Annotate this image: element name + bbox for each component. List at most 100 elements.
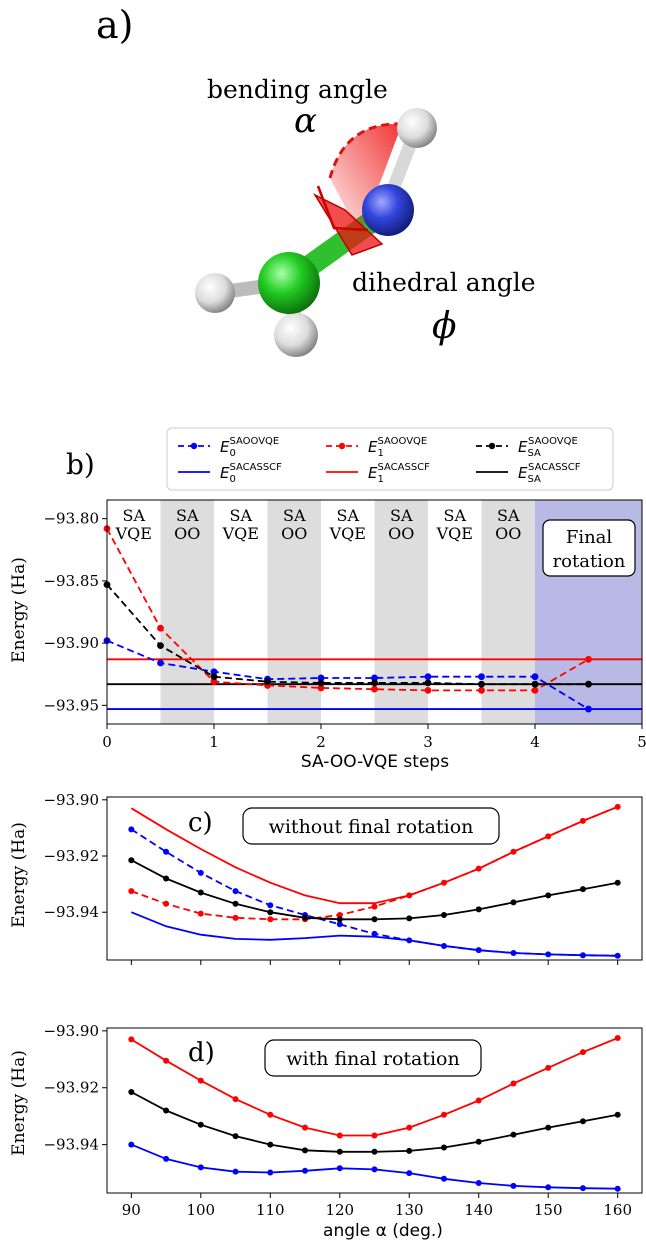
data-point	[579, 1118, 586, 1125]
data-point	[302, 914, 309, 921]
data-point	[614, 1185, 621, 1192]
data-point	[197, 1077, 204, 1084]
data-point	[579, 1185, 586, 1192]
data-point	[232, 914, 239, 921]
x-axis-label: angle α (deg.)	[323, 1221, 443, 1241]
axes	[102, 499, 643, 729]
x-axis-label: SA-OO-VQE steps	[301, 752, 449, 772]
panel-a-label: a)	[96, 3, 133, 47]
annotation-text: without final rotation	[269, 816, 474, 838]
x-tick-label: 130	[395, 1201, 424, 1219]
band-label: OO	[388, 524, 414, 543]
chart-legend: E0SAOOVQE E1SAOOVQE ESASAOOVQE E0SACASSCF E1…	[166, 427, 614, 491]
legend-label: ESASACASSCF	[518, 462, 581, 485]
band-label: SA	[497, 506, 520, 525]
x-tick-label: 4	[530, 733, 540, 751]
data-point	[128, 888, 135, 895]
data-point	[267, 916, 274, 923]
dihedral-angle-arc	[316, 185, 369, 232]
data-point	[210, 673, 218, 681]
legend-label: E1SACASSCF	[368, 462, 430, 485]
series-line	[130, 911, 618, 957]
data-point	[336, 1165, 343, 1172]
data-point	[317, 674, 325, 682]
data-point	[475, 1097, 482, 1104]
oo-step-band	[160, 500, 214, 724]
y-tick-label: −93.90	[43, 1022, 99, 1040]
legend-label: E1SAOOVQE	[368, 436, 427, 459]
x-tick-label: 120	[325, 1201, 354, 1219]
annotation-box	[242, 807, 500, 845]
band-label: VQE	[115, 524, 152, 543]
panel-c-label: c)	[188, 808, 213, 838]
data-point	[157, 659, 164, 667]
data-point	[585, 680, 592, 688]
band-label: OO	[174, 524, 200, 543]
data-point	[406, 1170, 413, 1177]
data-point	[406, 915, 413, 922]
data-point	[406, 1124, 413, 1131]
series-line	[106, 528, 589, 692]
data-point	[531, 673, 539, 681]
data-point	[478, 680, 485, 688]
band-label: OO	[281, 524, 307, 543]
legend-label: ESASAOOVQE	[518, 436, 578, 459]
data-point	[371, 685, 378, 693]
x-tick-label: 3	[423, 733, 433, 751]
panel-b-label: b)	[66, 448, 95, 481]
with-rotation-chart: −93.90 −93.92 −93.94 90 100 110 120 130 140 150 16…	[9, 1022, 643, 1241]
final-rotation-label: rotation	[553, 551, 626, 572]
hydrogen-atom	[195, 273, 235, 313]
carbon-atom	[258, 252, 320, 314]
band-label: SA	[443, 506, 466, 525]
data-point	[128, 1089, 135, 1096]
data-point	[585, 705, 592, 713]
data-point	[336, 912, 343, 919]
data-point	[614, 1034, 621, 1041]
data-point	[531, 687, 539, 694]
data-point	[579, 886, 586, 893]
annotation-box	[264, 1039, 482, 1077]
data-point	[232, 1096, 239, 1103]
y-axis-label: Energy (Ha)	[9, 1050, 29, 1156]
data-point	[336, 916, 343, 923]
data-point	[317, 679, 325, 687]
x-tick-label: 0	[102, 733, 112, 751]
series-line	[130, 859, 618, 921]
data-point	[371, 903, 378, 910]
axes	[102, 1027, 643, 1198]
data-point	[128, 857, 135, 864]
x-tick-label: 90	[122, 1201, 141, 1219]
data-point	[267, 902, 274, 909]
data-point	[545, 1064, 552, 1071]
data-point	[128, 1141, 135, 1148]
hydrogen-atom	[397, 108, 437, 148]
data-point	[232, 900, 239, 907]
data-point	[157, 624, 164, 632]
x-tick-label: 110	[256, 1201, 285, 1219]
y-tick-label: −93.90	[43, 791, 99, 809]
tick-labels: −93.80 −93.85 −93.90 −93.95 0 1 2 3 4 5	[43, 510, 646, 751]
x-tick-label: 140	[464, 1201, 493, 1219]
data-point	[475, 1138, 482, 1145]
dihedral-angle-wedge	[312, 193, 384, 256]
band-label: SA	[122, 506, 145, 525]
data-point	[440, 1175, 447, 1182]
data-point	[163, 1155, 170, 1162]
band-label: SA	[283, 506, 306, 525]
data-point	[210, 678, 218, 686]
data-point	[210, 668, 218, 676]
x-tick-label: 5	[637, 733, 646, 751]
data-point	[371, 916, 378, 923]
data-point	[371, 930, 378, 937]
y-axis-label: Energy (Ha)	[9, 822, 29, 928]
band-label: VQE	[222, 524, 259, 543]
plot-frame	[106, 499, 643, 725]
y-tick-label: −93.95	[43, 696, 99, 714]
y-tick-label: −93.80	[43, 510, 99, 528]
series-line	[130, 805, 619, 905]
y-tick-label: −93.92	[43, 847, 99, 865]
data-point	[302, 1124, 309, 1131]
data-point	[579, 1049, 586, 1056]
